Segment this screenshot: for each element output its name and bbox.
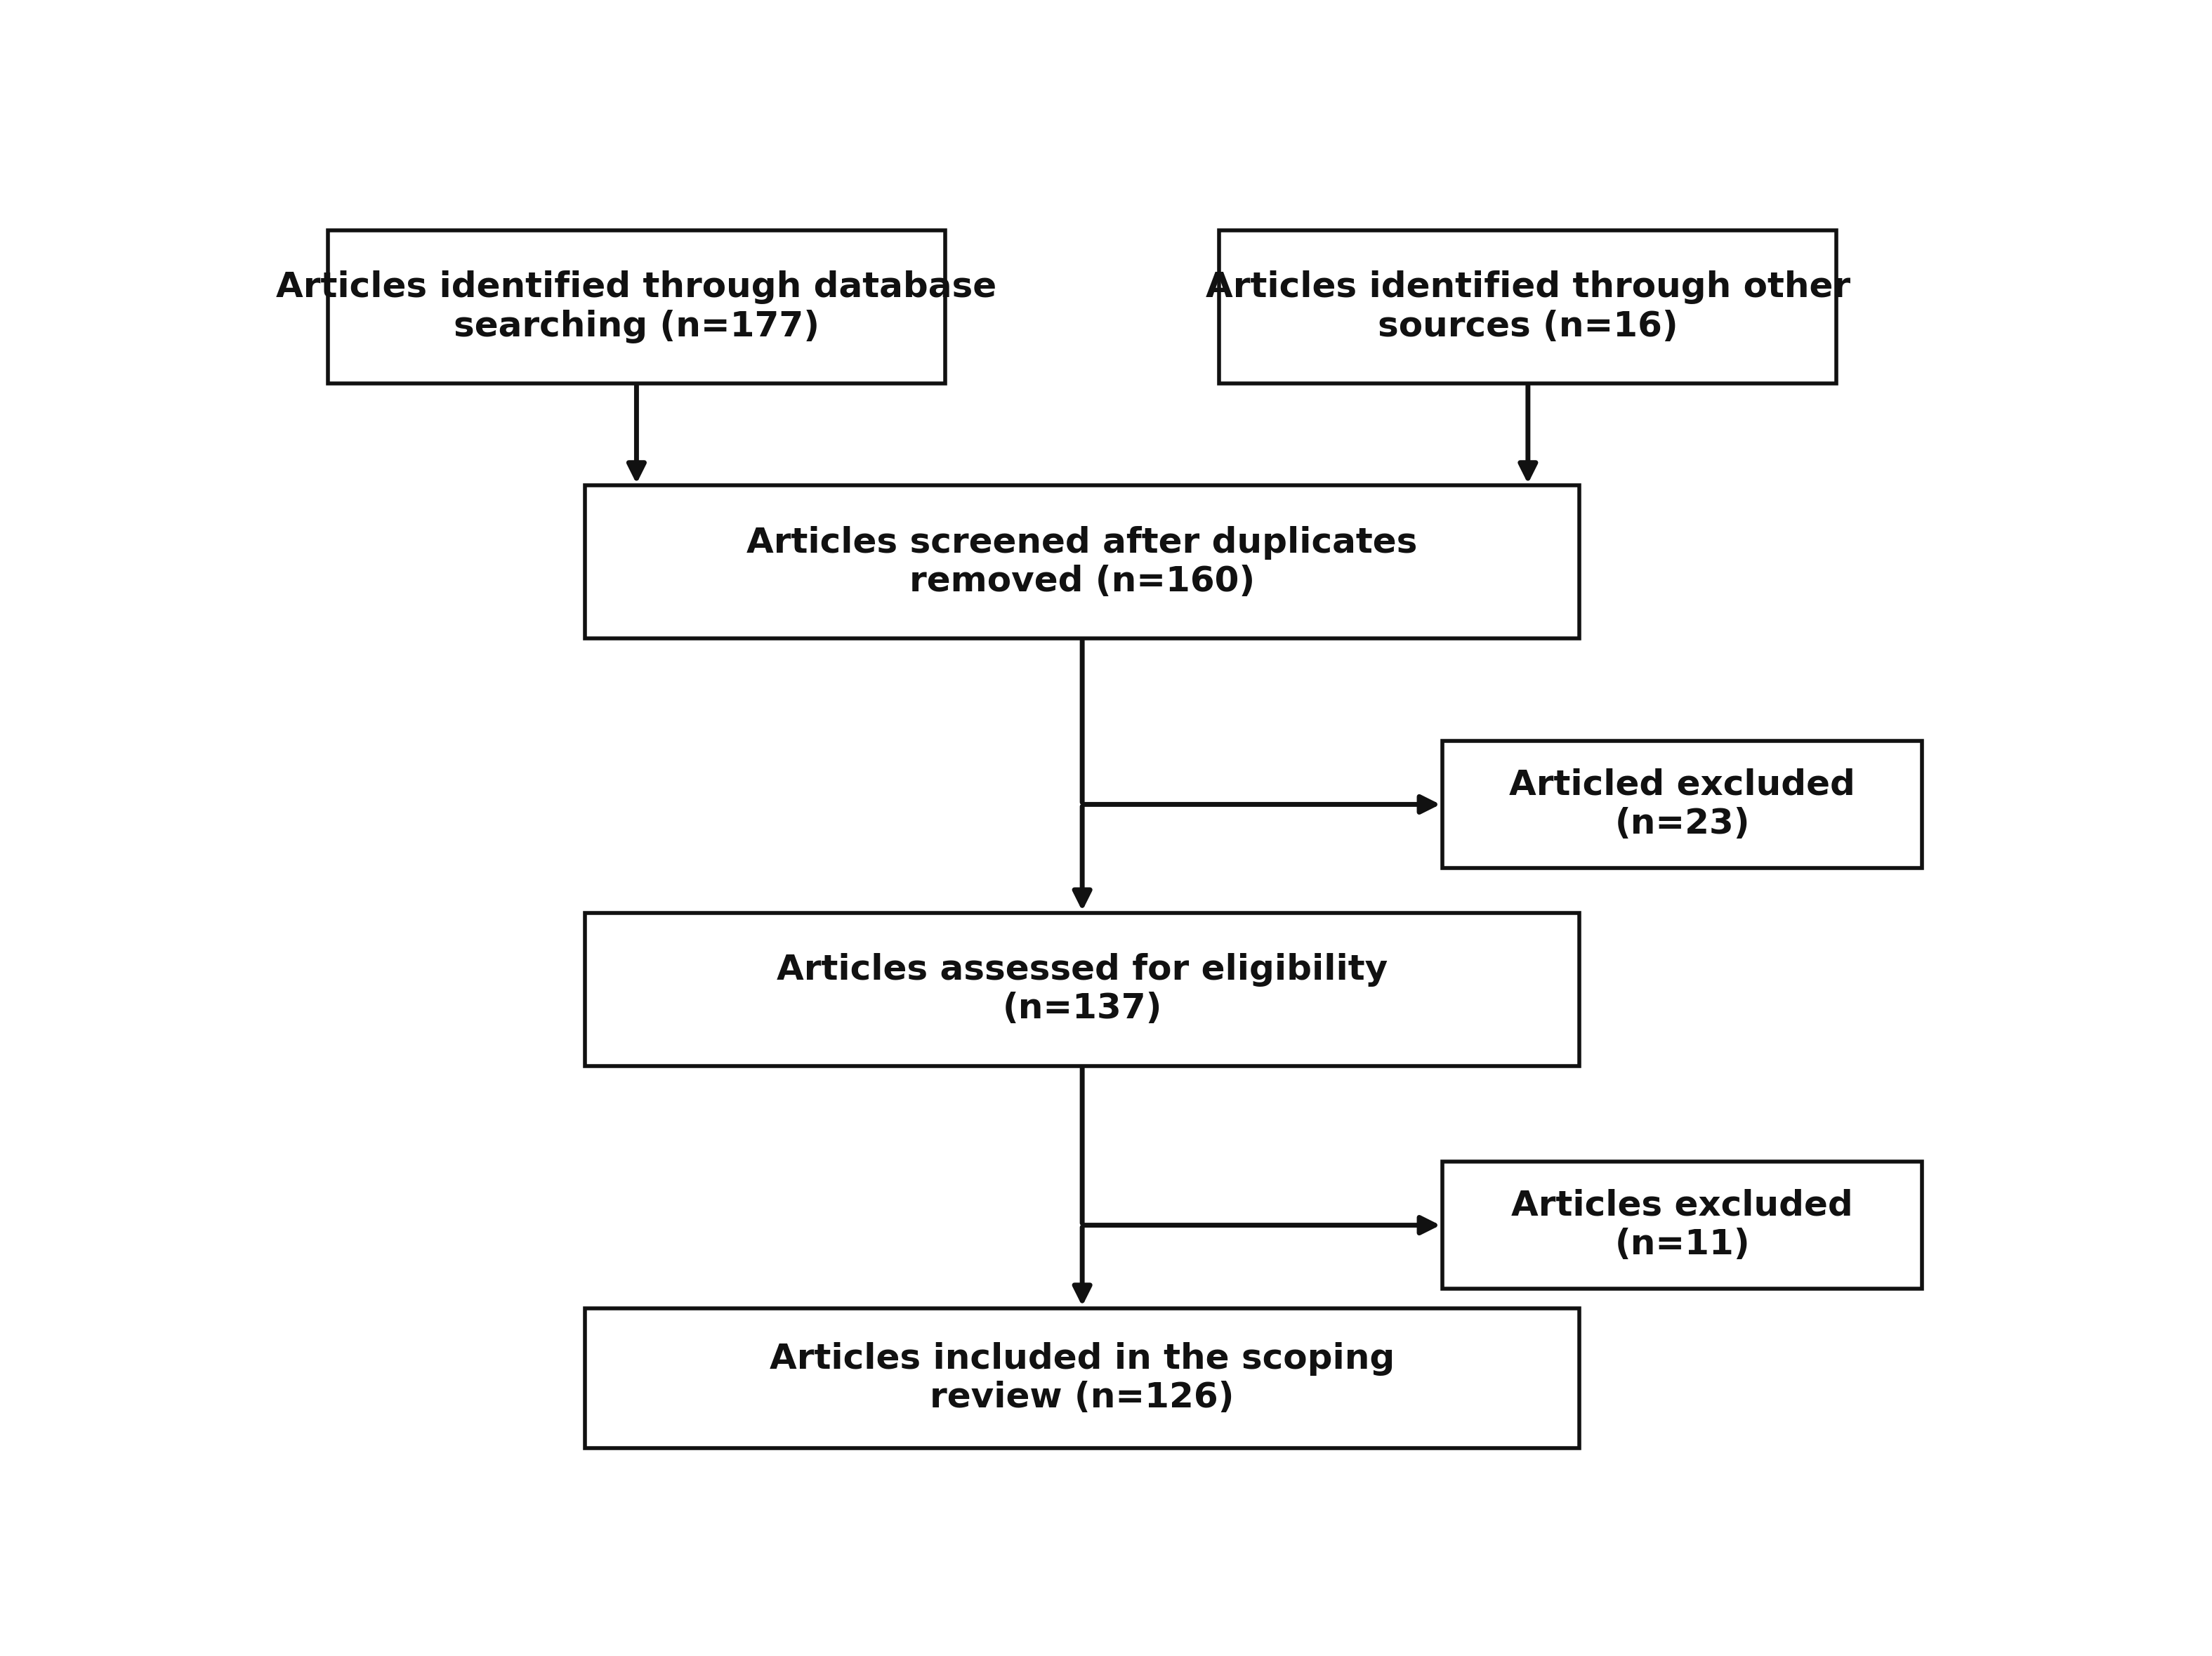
- FancyBboxPatch shape: [327, 230, 945, 384]
- Text: Articled excluded
(n=23): Articled excluded (n=23): [1509, 768, 1856, 841]
- FancyBboxPatch shape: [584, 912, 1579, 1066]
- Text: Articles identified through database
searching (n=177): Articles identified through database sea…: [276, 270, 998, 343]
- FancyBboxPatch shape: [1442, 1161, 1922, 1288]
- Text: Articles assessed for eligibility
(n=137): Articles assessed for eligibility (n=137…: [776, 952, 1387, 1025]
- Text: Articles identified through other
sources (n=16): Articles identified through other source…: [1206, 270, 1849, 343]
- FancyBboxPatch shape: [584, 1308, 1579, 1449]
- FancyBboxPatch shape: [1442, 740, 1922, 868]
- FancyBboxPatch shape: [1219, 230, 1836, 384]
- FancyBboxPatch shape: [584, 485, 1579, 639]
- Text: Articles excluded
(n=11): Articles excluded (n=11): [1511, 1189, 1854, 1262]
- Text: Articles screened after duplicates
removed (n=160): Articles screened after duplicates remov…: [748, 525, 1418, 598]
- Text: Articles included in the scoping
review (n=126): Articles included in the scoping review …: [770, 1341, 1396, 1414]
